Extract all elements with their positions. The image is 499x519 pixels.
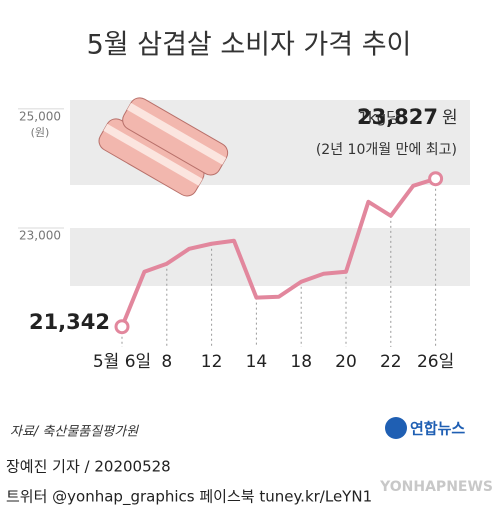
x-tick-label: 12 — [201, 352, 223, 372]
band — [70, 228, 470, 286]
annotation-note: (2년 10개월 만에 최고) — [316, 142, 457, 158]
x-tick-label: 8 — [161, 352, 172, 372]
line — [120, 176, 437, 328]
point — [114, 319, 130, 335]
chart-title: 5월 삼겹살 소비자 가격 추이 — [87, 30, 412, 61]
annotation: 원 — [442, 108, 458, 128]
x-tick-label: 22 — [380, 352, 402, 372]
y-unit: (원) — [31, 126, 50, 139]
annotation: 1kg당 — [358, 109, 400, 127]
x-tick-label: 5월 6일 — [93, 352, 151, 372]
x-tick-label: 20 — [335, 352, 357, 372]
logo-icon — [385, 417, 407, 439]
x-tick-label: 14 — [246, 352, 268, 372]
value-label: 23,827 — [357, 105, 438, 129]
source: 자료/ 축산물품질평가원 — [10, 425, 139, 440]
social: 트위터 @yonhap_graphics 페이스북 tuney.kr/LeYN1 — [6, 488, 372, 507]
x-tick-label: 26일 — [417, 352, 454, 372]
point — [428, 171, 444, 187]
x-tick-label: 18 — [290, 352, 312, 372]
y-tick-label: 23,000 — [19, 228, 61, 242]
watermark: YONHAPNEWS — [379, 479, 493, 495]
y-tick-label: 25,000 — [19, 109, 61, 123]
logo: 연합뉴스 — [410, 420, 465, 438]
value-label: 21,342 — [29, 310, 110, 334]
bacon — [98, 97, 229, 197]
byline: 장예진 기자 / 20200528 — [6, 458, 171, 476]
